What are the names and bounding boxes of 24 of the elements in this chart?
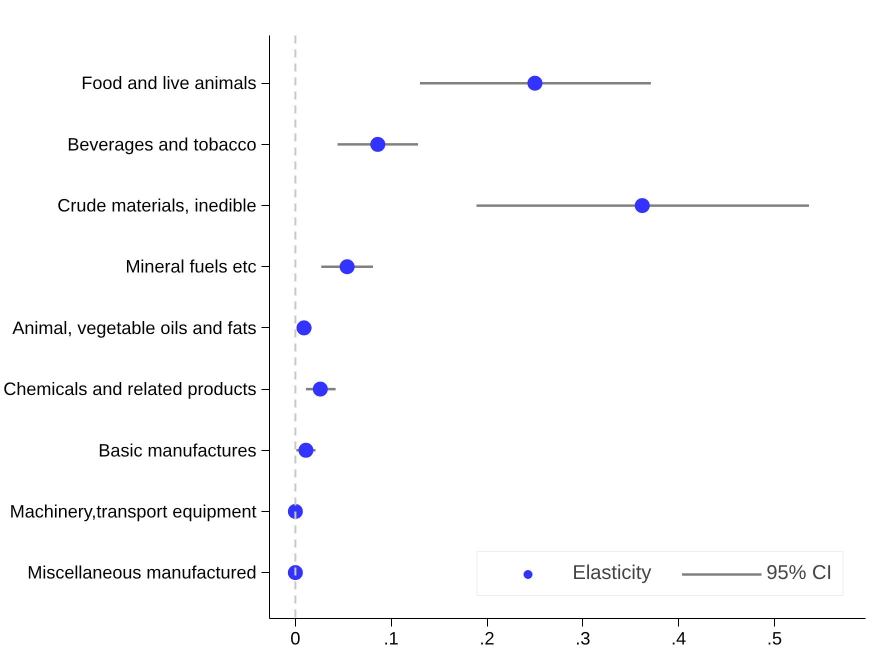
x-tick-label: .2 — [480, 628, 495, 647]
y-tick-label: Crude materials, inedible — [57, 196, 257, 216]
x-tick-label: .3 — [575, 628, 590, 647]
y-tick-label: Beverages and tobacco — [67, 134, 257, 154]
annotation: 95% CI — [766, 562, 832, 585]
x-tick-label: .5 — [766, 628, 782, 647]
y-tick-label: Machinery,transport equipment — [10, 501, 257, 522]
point — [296, 320, 312, 336]
point — [370, 136, 386, 152]
point — [527, 76, 542, 91]
point — [312, 382, 328, 397]
y-tick-label: Animal, vegetable oils and fats — [12, 318, 257, 338]
y-tick-label: Mineral fuels etc — [125, 256, 257, 277]
y-tick-label: Food and live animals — [81, 73, 257, 94]
point — [634, 198, 650, 214]
y-tick-label: Chemicals and related products — [3, 379, 257, 400]
x-tick-label: .4 — [671, 628, 686, 647]
y-tick-label: Miscellaneous manufactured — [27, 562, 257, 583]
legend-label: Elasticity — [572, 562, 652, 585]
point — [298, 442, 314, 458]
point — [340, 259, 355, 274]
x-tick-label: .1 — [384, 628, 399, 647]
y-tick-label: Basic manufactures — [98, 440, 257, 460]
x-tick-label: 0 — [290, 628, 300, 647]
